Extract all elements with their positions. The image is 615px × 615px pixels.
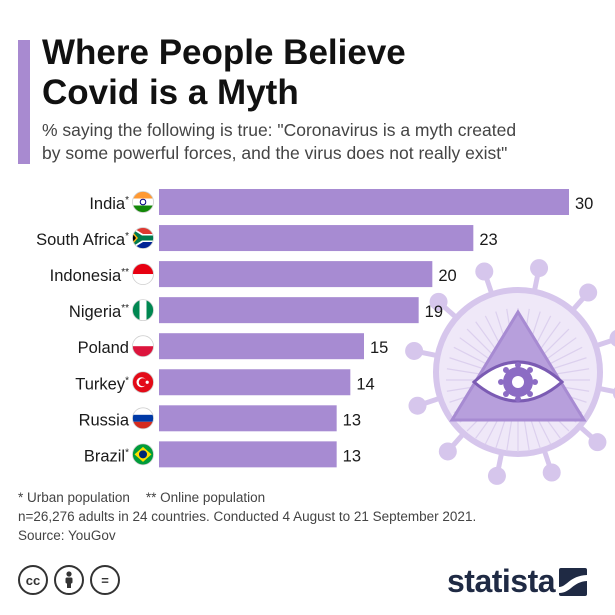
pupil-spike	[502, 366, 509, 373]
title-line-1: Where People Believe	[42, 33, 406, 72]
bar-indonesia	[159, 261, 433, 288]
virus-spike-knob	[429, 292, 448, 311]
value-label-russia: 13	[343, 411, 361, 429]
value-label-turkey: 14	[356, 375, 374, 393]
virus-eye-illustration	[405, 259, 615, 485]
russia-flag-icon	[132, 407, 154, 430]
value-label-brazil: 13	[343, 447, 361, 465]
no-derivatives-icon[interactable]: =	[90, 565, 120, 595]
value-label-south-africa: 23	[479, 231, 497, 249]
bar-row-india: 30 India*	[89, 189, 593, 215]
virus-spike-knob	[530, 259, 549, 278]
footnotes: * Urban population ** Online population n…	[18, 488, 476, 545]
bar-row-south-africa: 23 South Africa*	[36, 225, 498, 252]
virus-spike-knob	[475, 262, 494, 281]
virus-spike-knob	[487, 466, 506, 485]
bar-row-nigeria: 19 Nigeria**	[69, 297, 443, 324]
value-label-indonesia: 20	[438, 267, 456, 285]
footnote-marker: *	[125, 231, 129, 242]
virus-spike-knob	[612, 387, 615, 399]
footnote-marker: *	[125, 195, 129, 206]
virus-spike-knob	[579, 283, 598, 302]
title-accent-bar	[18, 40, 30, 164]
footnote-sample: n=26,276 adults in 24 countries. Conduct…	[18, 509, 477, 524]
footnote-source: Source: YouGov	[18, 528, 116, 543]
bar-row-turkey: 14 Turkey*	[75, 369, 375, 396]
statista-mark-icon	[559, 567, 588, 596]
pupil-spike	[515, 362, 521, 368]
virus-spike-knob	[405, 341, 424, 360]
bar-south-africa	[159, 225, 474, 252]
chart-title: Where People Believe Covid is a Myth	[42, 33, 602, 113]
attribution-person-icon[interactable]	[54, 565, 84, 595]
person-glyph	[65, 571, 73, 588]
footnote-marker: *	[125, 375, 129, 386]
virus-spike-knob	[408, 396, 427, 415]
category-label-nigeria: Nigeria**	[69, 303, 129, 321]
bar-india	[159, 189, 569, 215]
statista-logo[interactable]: statista	[447, 563, 588, 600]
value-label-nigeria: 19	[425, 303, 443, 321]
footnote-marker: *	[125, 447, 129, 458]
category-label-indonesia: Indonesia**	[50, 267, 129, 285]
category-label-turkey: Turkey*	[75, 375, 129, 393]
virus-spike	[597, 385, 615, 395]
pupil-spike	[527, 391, 534, 398]
title-line-2: Covid is a Myth	[42, 73, 299, 112]
category-label-brazil: Brazil*	[84, 447, 129, 465]
bar-turkey	[159, 369, 351, 396]
category-label-poland: Poland	[78, 339, 129, 357]
category-label-india: India*	[89, 195, 129, 213]
cc-text: cc	[25, 572, 41, 588]
footnote-markers: * Urban population ** Online population	[18, 488, 476, 507]
pupil-spike	[532, 379, 538, 385]
subtitle-line-2: by some powerful forces, and the virus d…	[42, 143, 508, 163]
nigeria-flag-icon	[132, 299, 154, 322]
bar-row-russia: 13 Russia	[79, 405, 361, 432]
bar-nigeria	[159, 297, 419, 324]
pupil-spike	[527, 366, 534, 373]
chart-subtitle: % saying the following is true: "Coronav…	[42, 119, 607, 165]
value-label-poland: 15	[370, 339, 388, 357]
brand-name: statista	[447, 563, 556, 599]
virus-spike-knob	[438, 442, 457, 461]
bar-row-brazil: 13 Brazil*	[84, 441, 361, 468]
category-label-south-africa: South Africa*	[36, 231, 129, 249]
footnote-marker: **	[121, 303, 129, 314]
footnote-urban: * Urban population	[18, 490, 130, 505]
footnote-online: ** Online population	[145, 490, 266, 505]
brazil-flag-icon	[132, 443, 154, 466]
india-flag-icon	[132, 191, 154, 213]
turkey-flag-icon	[132, 371, 154, 394]
license-icons[interactable]: cc =	[18, 565, 120, 595]
indonesia-flag-icon	[132, 263, 154, 286]
pupil-spike	[498, 379, 504, 385]
bar-brazil	[159, 441, 337, 468]
virus-spike-knob	[542, 463, 561, 482]
south-africa-flag-icon	[132, 227, 154, 249]
category-label-russia: Russia	[79, 411, 130, 429]
equal-text: =	[101, 572, 109, 588]
bar-russia	[159, 405, 337, 432]
poland-flag-icon	[132, 335, 154, 358]
bar-row-indonesia: 20 Indonesia**	[50, 261, 457, 288]
footnote-marker: **	[121, 267, 129, 278]
value-label-india: 30	[575, 195, 593, 213]
virus-spike-knob	[588, 433, 607, 452]
virus-spike-knob	[609, 330, 615, 347]
creative-commons-icon[interactable]: cc	[18, 565, 48, 595]
eye-highlight	[512, 376, 524, 388]
pupil-spike	[502, 391, 509, 398]
bar-series: 30 India* 23 South Africa* 20 Indonesia** 19 Ni…	[36, 189, 593, 468]
subtitle-line-1: % saying the following is true: "Coronav…	[42, 120, 517, 140]
bar-row-poland: 15 Poland	[78, 333, 388, 360]
bar-poland	[159, 333, 364, 360]
pupil-spike	[515, 396, 521, 402]
